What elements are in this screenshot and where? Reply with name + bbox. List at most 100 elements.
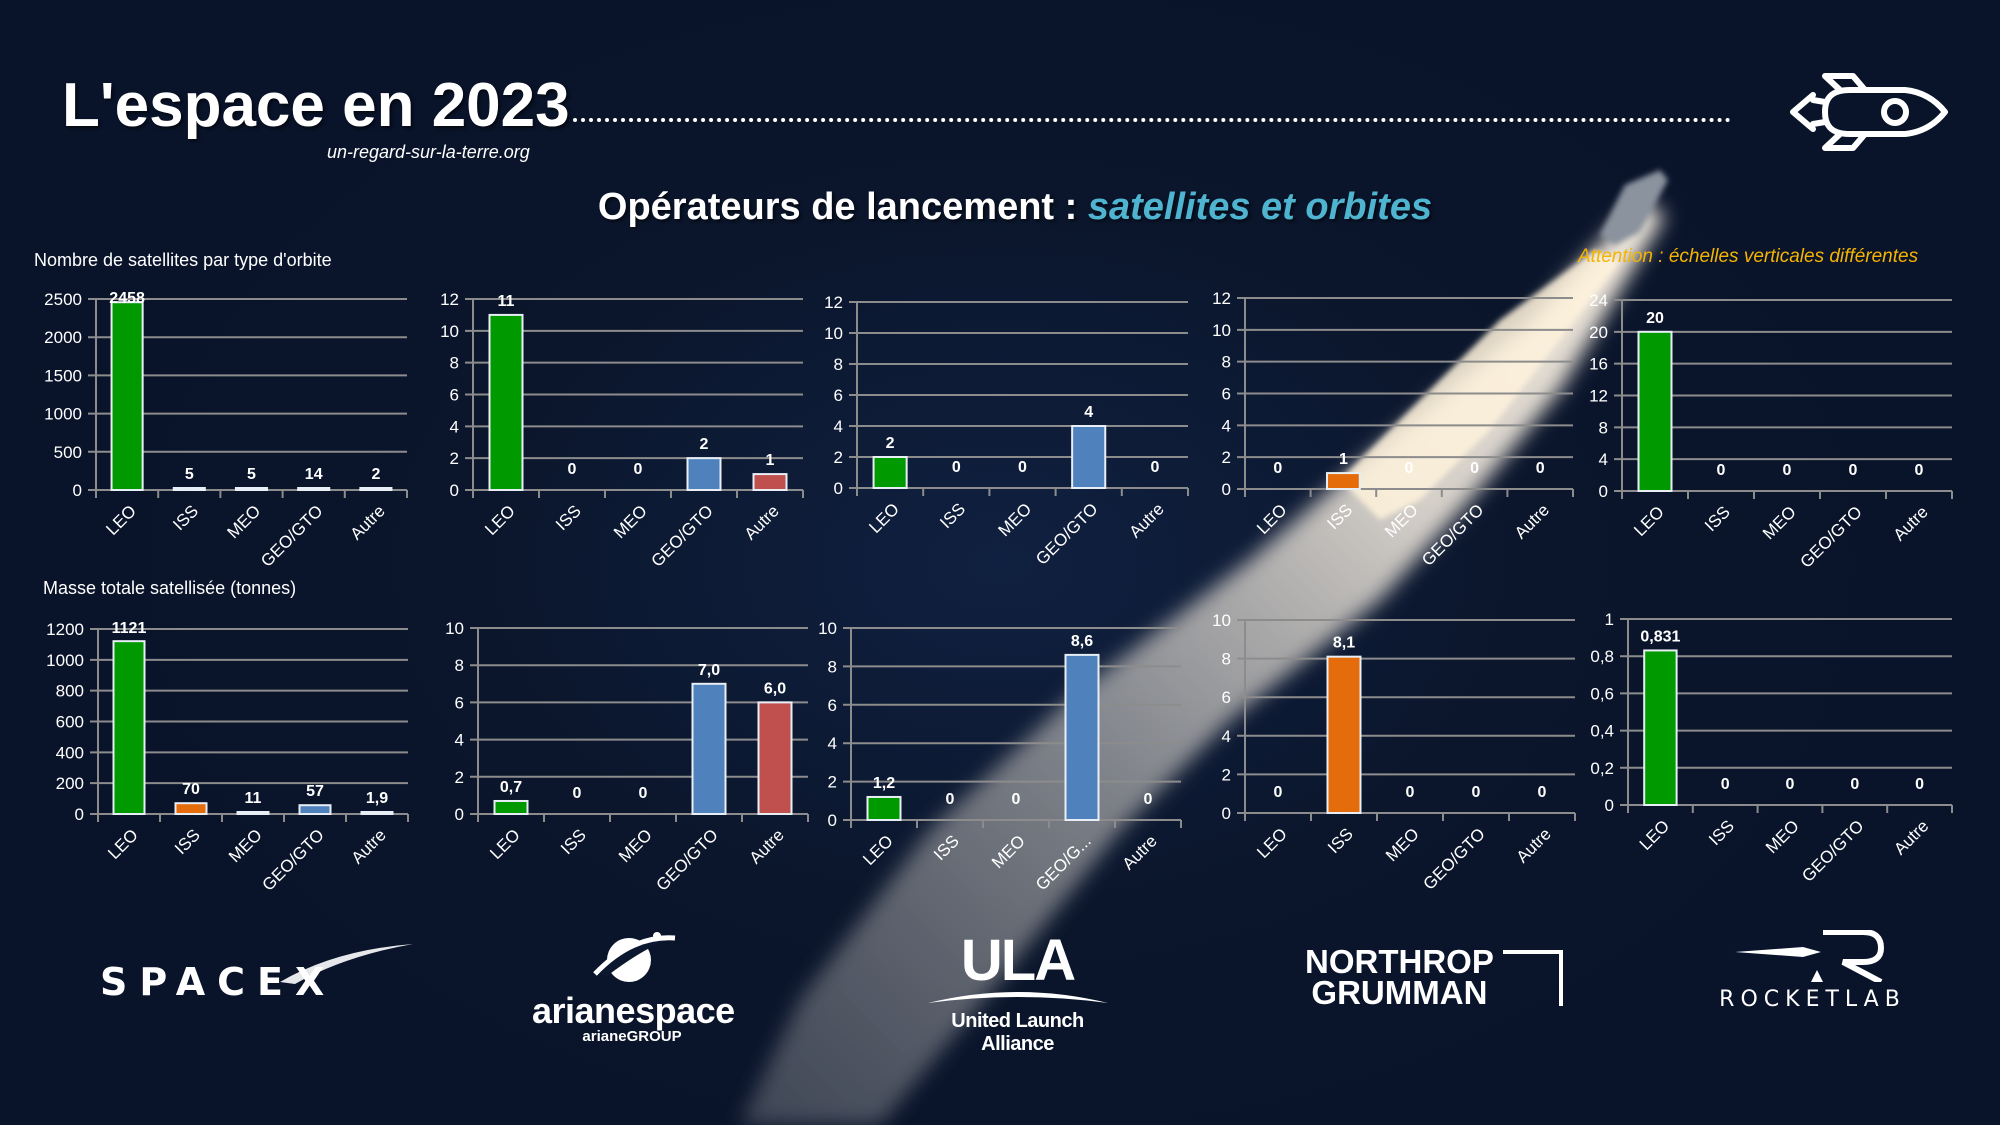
ula-arc-icon	[927, 992, 1108, 1003]
svg-text:200: 200	[56, 774, 84, 793]
svg-text:GEO/GTO: GEO/GTO	[258, 825, 327, 894]
svg-text:0: 0	[1915, 462, 1924, 479]
svg-text:LEO: LEO	[102, 501, 139, 538]
svg-text:2: 2	[700, 436, 709, 453]
svg-text:1000: 1000	[46, 651, 84, 670]
svg-text:0: 0	[1470, 460, 1479, 477]
svg-text:5: 5	[185, 466, 194, 483]
bar-chart-svg: 0 2 4 6 8 10 12 11 LEO 0 ISS 0 MEO 2 GEO/GTO 1 Autre	[440, 290, 804, 571]
chart-arianespace-mass: 0 2 4 6 8 10 0,7 LEO 0 ISS 0 MEO 7,0 GEO/GTO 6,0 Autre	[420, 619, 818, 929]
subtitle-main: Opérateurs de lancement :	[597, 186, 1088, 228]
svg-text:Autre: Autre	[741, 501, 783, 543]
bar	[360, 811, 394, 815]
chart-rocketlab-satellites: 0 4 8 12 16 20 24 20 LEO 0 ISS 0 MEO 0 GEO/GTO 0 Autre	[1570, 290, 1962, 606]
svg-text:12: 12	[440, 290, 459, 309]
svg-text:GEO/GTO: GEO/GTO	[1418, 500, 1487, 569]
bar	[172, 487, 206, 491]
svg-text:0,8: 0,8	[1590, 647, 1614, 666]
svg-text:Autre: Autre	[1511, 500, 1553, 542]
svg-text:Autre: Autre	[1513, 824, 1555, 866]
bar	[359, 487, 393, 491]
bar	[686, 457, 722, 492]
svg-text:1200: 1200	[46, 620, 84, 639]
ula-wordmark: ULA	[960, 928, 1076, 993]
bar-chart-svg: 0 4 8 12 16 20 24 20 LEO 0 ISS 0 MEO 0 GEO/GTO 0 Autre	[1589, 291, 1953, 572]
svg-text:10: 10	[1212, 321, 1231, 340]
svg-text:Autre: Autre	[1890, 502, 1932, 544]
svg-text:2: 2	[1222, 765, 1231, 784]
bar	[298, 804, 332, 815]
svg-text:MEO: MEO	[610, 501, 651, 542]
svg-text:10: 10	[824, 324, 843, 343]
svg-text:0: 0	[568, 461, 577, 478]
svg-text:0,4: 0,4	[1590, 722, 1614, 741]
logo-ula: ULA United Launch Alliance	[915, 928, 1120, 1056]
svg-text:8: 8	[455, 656, 464, 675]
svg-text:8: 8	[1222, 650, 1231, 669]
svg-text:0,2: 0,2	[1590, 759, 1614, 778]
svg-text:MEO: MEO	[1762, 816, 1803, 857]
svg-text:ISS: ISS	[1324, 824, 1357, 857]
svg-text:600: 600	[56, 713, 84, 732]
svg-text:0: 0	[455, 805, 464, 824]
bar	[112, 640, 146, 815]
bar-chart-svg: 0 500 1000 1500 2000 2500 2458 LEO 5 ISS 5 MEO 14 GEO…	[44, 290, 408, 571]
row-label-satellites: Nombre de satellites par type d'orbite	[34, 250, 332, 270]
svg-text:0: 0	[634, 461, 643, 478]
svg-text:ISS: ISS	[1323, 500, 1356, 533]
bar	[488, 313, 524, 491]
scale-warning: Attention : échelles verticales différen…	[1578, 246, 1919, 267]
svg-text:0: 0	[1472, 784, 1481, 801]
arianespace-planet-icon	[592, 932, 676, 982]
svg-text:4: 4	[450, 417, 459, 436]
svg-text:ISS: ISS	[930, 831, 963, 864]
chart-northrop-satellites: 0 2 4 6 8 10 12 0 LEO 1 ISS 0 MEO 0 GEO/GTO 0 Autre	[1190, 289, 1583, 604]
northrop-wordmark: NORTHROP	[1305, 943, 1494, 980]
svg-text:4: 4	[834, 417, 843, 436]
svg-text:24: 24	[1589, 291, 1608, 310]
svg-text:4: 4	[828, 734, 837, 753]
svg-text:4: 4	[1599, 450, 1608, 469]
bar-chart-svg: 0 2 4 6 8 10 1,2 LEO 0 ISS 0 MEO 8,6 GEO/G... 0 Autre	[818, 619, 1182, 894]
svg-text:LEO: LEO	[1253, 824, 1290, 861]
website-credit: un-regard-sur-la-terre.org	[327, 142, 530, 162]
svg-text:MEO: MEO	[224, 501, 265, 542]
svg-text:2: 2	[450, 449, 459, 468]
svg-text:14: 14	[305, 466, 323, 483]
svg-text:ISS: ISS	[1705, 816, 1738, 849]
svg-text:2: 2	[371, 466, 380, 483]
svg-text:6: 6	[834, 386, 843, 405]
svg-text:0: 0	[1915, 776, 1924, 793]
bar-chart-svg: 0 200 400 600 800 1000 1200 1121 LEO 70 ISS 11 MEO 57…	[46, 620, 409, 895]
svg-text:20: 20	[1646, 310, 1664, 327]
svg-text:GEO/GTO: GEO/GTO	[647, 501, 716, 570]
svg-text:ISS: ISS	[936, 499, 969, 532]
svg-text:2500: 2500	[44, 290, 82, 309]
svg-text:0: 0	[1273, 460, 1282, 477]
svg-text:GEO/GTO: GEO/GTO	[1419, 824, 1488, 893]
bar	[493, 799, 529, 815]
svg-text:4: 4	[1222, 727, 1231, 746]
bar	[1326, 655, 1362, 814]
bar	[297, 487, 331, 491]
svg-text:6: 6	[450, 386, 459, 405]
svg-text:1: 1	[766, 452, 775, 469]
svg-text:GEO/G...: GEO/G...	[1032, 831, 1095, 894]
svg-text:MEO: MEO	[1382, 824, 1423, 865]
svg-text:MEO: MEO	[1381, 500, 1422, 541]
svg-text:ISS: ISS	[557, 825, 590, 858]
svg-text:Autre: Autre	[1119, 831, 1161, 873]
svg-text:5: 5	[247, 466, 256, 483]
svg-text:6: 6	[1222, 385, 1231, 404]
svg-text:1000: 1000	[44, 405, 82, 424]
chart-rocketlab-mass: 0 0,2 0,4 0,6 0,8 1 0,831 LEO 0 ISS 0 MEO 0 GEO/GTO 0 A…	[1570, 610, 1962, 920]
svg-text:MEO: MEO	[225, 825, 266, 866]
logo-spacex: SPACEX	[100, 944, 413, 1004]
bar-chart-svg: 0 2 4 6 8 10 12 0 LEO 1 ISS 0 MEO 0 GEO/GTO 0 Autre	[1212, 289, 1574, 570]
subtitle-accent: satellites et orbites	[1087, 186, 1433, 228]
svg-text:0: 0	[1222, 480, 1231, 499]
svg-text:0: 0	[946, 791, 955, 808]
dotted-divider	[573, 118, 1731, 122]
bar	[691, 682, 727, 815]
svg-text:6: 6	[455, 693, 464, 712]
